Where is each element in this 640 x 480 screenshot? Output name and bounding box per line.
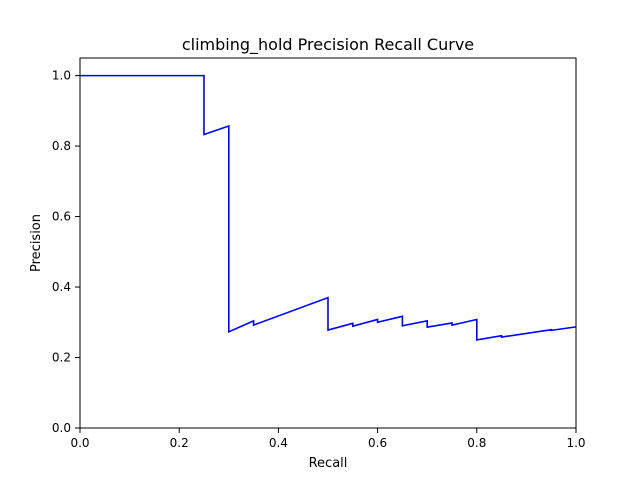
x-tick-label: 1.0 <box>566 436 585 450</box>
chart-title: climbing_hold Precision Recall Curve <box>182 35 474 55</box>
y-tick-label: 0.8 <box>52 139 71 153</box>
plot-frame <box>79 57 577 429</box>
y-tick-label: 0.0 <box>52 421 71 435</box>
y-tick-label: 0.6 <box>52 210 71 224</box>
y-tick-label: 1.0 <box>52 69 71 83</box>
x-axis-label: Recall <box>309 456 348 471</box>
x-tick-label: 0.2 <box>170 436 189 450</box>
pr-curve-series-0 <box>80 74 577 341</box>
y-axis-label: Precision <box>29 214 44 272</box>
y-tick-label: 0.2 <box>52 351 71 365</box>
x-tick-label: 0.0 <box>70 436 89 450</box>
y-tick-label: 0.4 <box>52 280 71 294</box>
x-tick-label: 0.4 <box>269 436 288 450</box>
x-tick-label: 0.6 <box>368 436 387 450</box>
x-tick-label: 0.8 <box>467 436 486 450</box>
